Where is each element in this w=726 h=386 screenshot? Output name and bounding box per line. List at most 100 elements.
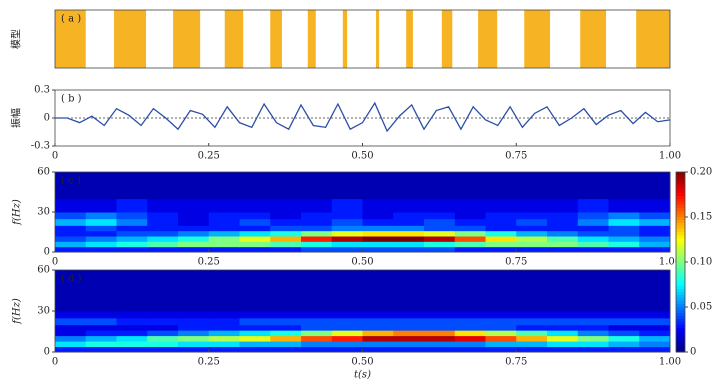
heat-cell: [208, 236, 240, 242]
heat-cell: [239, 225, 271, 232]
heat-cell: [270, 236, 302, 242]
heat-cell: [208, 283, 240, 298]
y-tick-label: 30: [37, 306, 50, 317]
heat-cell: [516, 324, 548, 331]
colorbar-step: [676, 199, 685, 203]
heat-cell: [178, 246, 210, 253]
colorbar-step: [676, 322, 685, 326]
heat-cell: [85, 236, 117, 242]
colorbar-step: [676, 337, 685, 341]
heat-cell: [116, 225, 148, 232]
heat-cell: [85, 198, 117, 213]
heat-cell: [116, 297, 148, 312]
colorbar-step: [676, 217, 685, 221]
heat-cell: [301, 225, 333, 232]
colorbar-step: [676, 274, 685, 278]
heat-cell: [147, 341, 179, 348]
heat-cell: [55, 212, 87, 220]
heat-cell: [331, 335, 363, 342]
heat-cell: [547, 283, 579, 298]
colorbar-step: [676, 196, 685, 200]
colorbar-step: [676, 244, 685, 248]
x-tick-label: 0: [52, 257, 58, 268]
heat-cell: [178, 270, 210, 285]
heat-cell: [608, 230, 640, 237]
heat-cell: [208, 230, 240, 237]
heat-cell: [147, 330, 179, 337]
colorbar-step: [676, 253, 685, 257]
heat-cell: [454, 241, 486, 248]
heat-cell: [301, 341, 333, 348]
heat-cell: [116, 311, 148, 319]
heat-cell: [239, 335, 271, 342]
colorbar-step: [676, 256, 685, 260]
heat-cell: [239, 346, 271, 353]
x-axis-label: t(s): [354, 370, 371, 381]
heat-cell: [331, 218, 363, 226]
heat-cell: [239, 324, 271, 331]
model-block: [406, 10, 413, 68]
heat-cell: [577, 311, 609, 319]
heat-cell: [639, 317, 671, 326]
colorbar-step: [676, 220, 685, 224]
heat-cell: [516, 283, 548, 298]
heat-cell: [516, 341, 548, 348]
heat-cell: [147, 270, 179, 285]
heat-cell: [239, 270, 271, 285]
heat-cell: [55, 225, 87, 232]
heat-cell: [85, 330, 117, 337]
heat-cell: [85, 241, 117, 248]
heat-cell: [178, 185, 210, 200]
heat-cell: [239, 317, 271, 326]
heat-cell: [639, 218, 671, 226]
heat-cell: [639, 283, 671, 298]
heat-cell: [577, 297, 609, 312]
x-tick-label: 0.50: [351, 257, 373, 268]
heat-cell: [547, 341, 579, 348]
heat-cell: [485, 317, 517, 326]
heat-cell: [331, 236, 363, 242]
heat-cell: [331, 225, 363, 232]
heat-cell: [454, 236, 486, 242]
heat-cell: [547, 172, 579, 186]
heat-cell: [55, 341, 87, 348]
heat-cell: [55, 218, 87, 226]
heat-cell: [393, 246, 425, 253]
heat-cell: [393, 172, 425, 186]
heat-cell: [485, 241, 517, 248]
heat-cell: [116, 185, 148, 200]
heat-cell: [424, 185, 456, 200]
heat-cell: [639, 212, 671, 220]
y-axis-label: 振幅: [10, 108, 23, 128]
heat-cell: [270, 311, 302, 319]
heat-cell: [362, 172, 394, 186]
heat-cell: [147, 241, 179, 248]
heat-cell: [116, 270, 148, 285]
heat-cell: [577, 330, 609, 337]
heat-cell: [454, 198, 486, 213]
x-tick-label: 1.00: [659, 257, 681, 268]
heat-cell: [639, 335, 671, 342]
colorbar-step: [676, 172, 685, 176]
heat-cell: [393, 346, 425, 353]
model-block: [342, 10, 348, 68]
heat-cell: [424, 198, 456, 213]
heat-cell: [178, 172, 210, 186]
heat-cell: [270, 270, 302, 285]
heat-cell: [485, 212, 517, 220]
heat-cell: [393, 330, 425, 337]
heat-cell: [178, 198, 210, 213]
heat-cell: [362, 270, 394, 285]
heat-cell: [178, 225, 210, 232]
heat-cell: [485, 230, 517, 237]
heat-cell: [178, 311, 210, 319]
heat-cell: [331, 198, 363, 213]
heat-cell: [178, 230, 210, 237]
heat-cell: [516, 311, 548, 319]
heat-cell: [639, 172, 671, 186]
heat-cell: [485, 335, 517, 342]
heat-cell: [608, 241, 640, 248]
colorbar-step: [676, 346, 685, 350]
heat-cell: [55, 317, 87, 326]
